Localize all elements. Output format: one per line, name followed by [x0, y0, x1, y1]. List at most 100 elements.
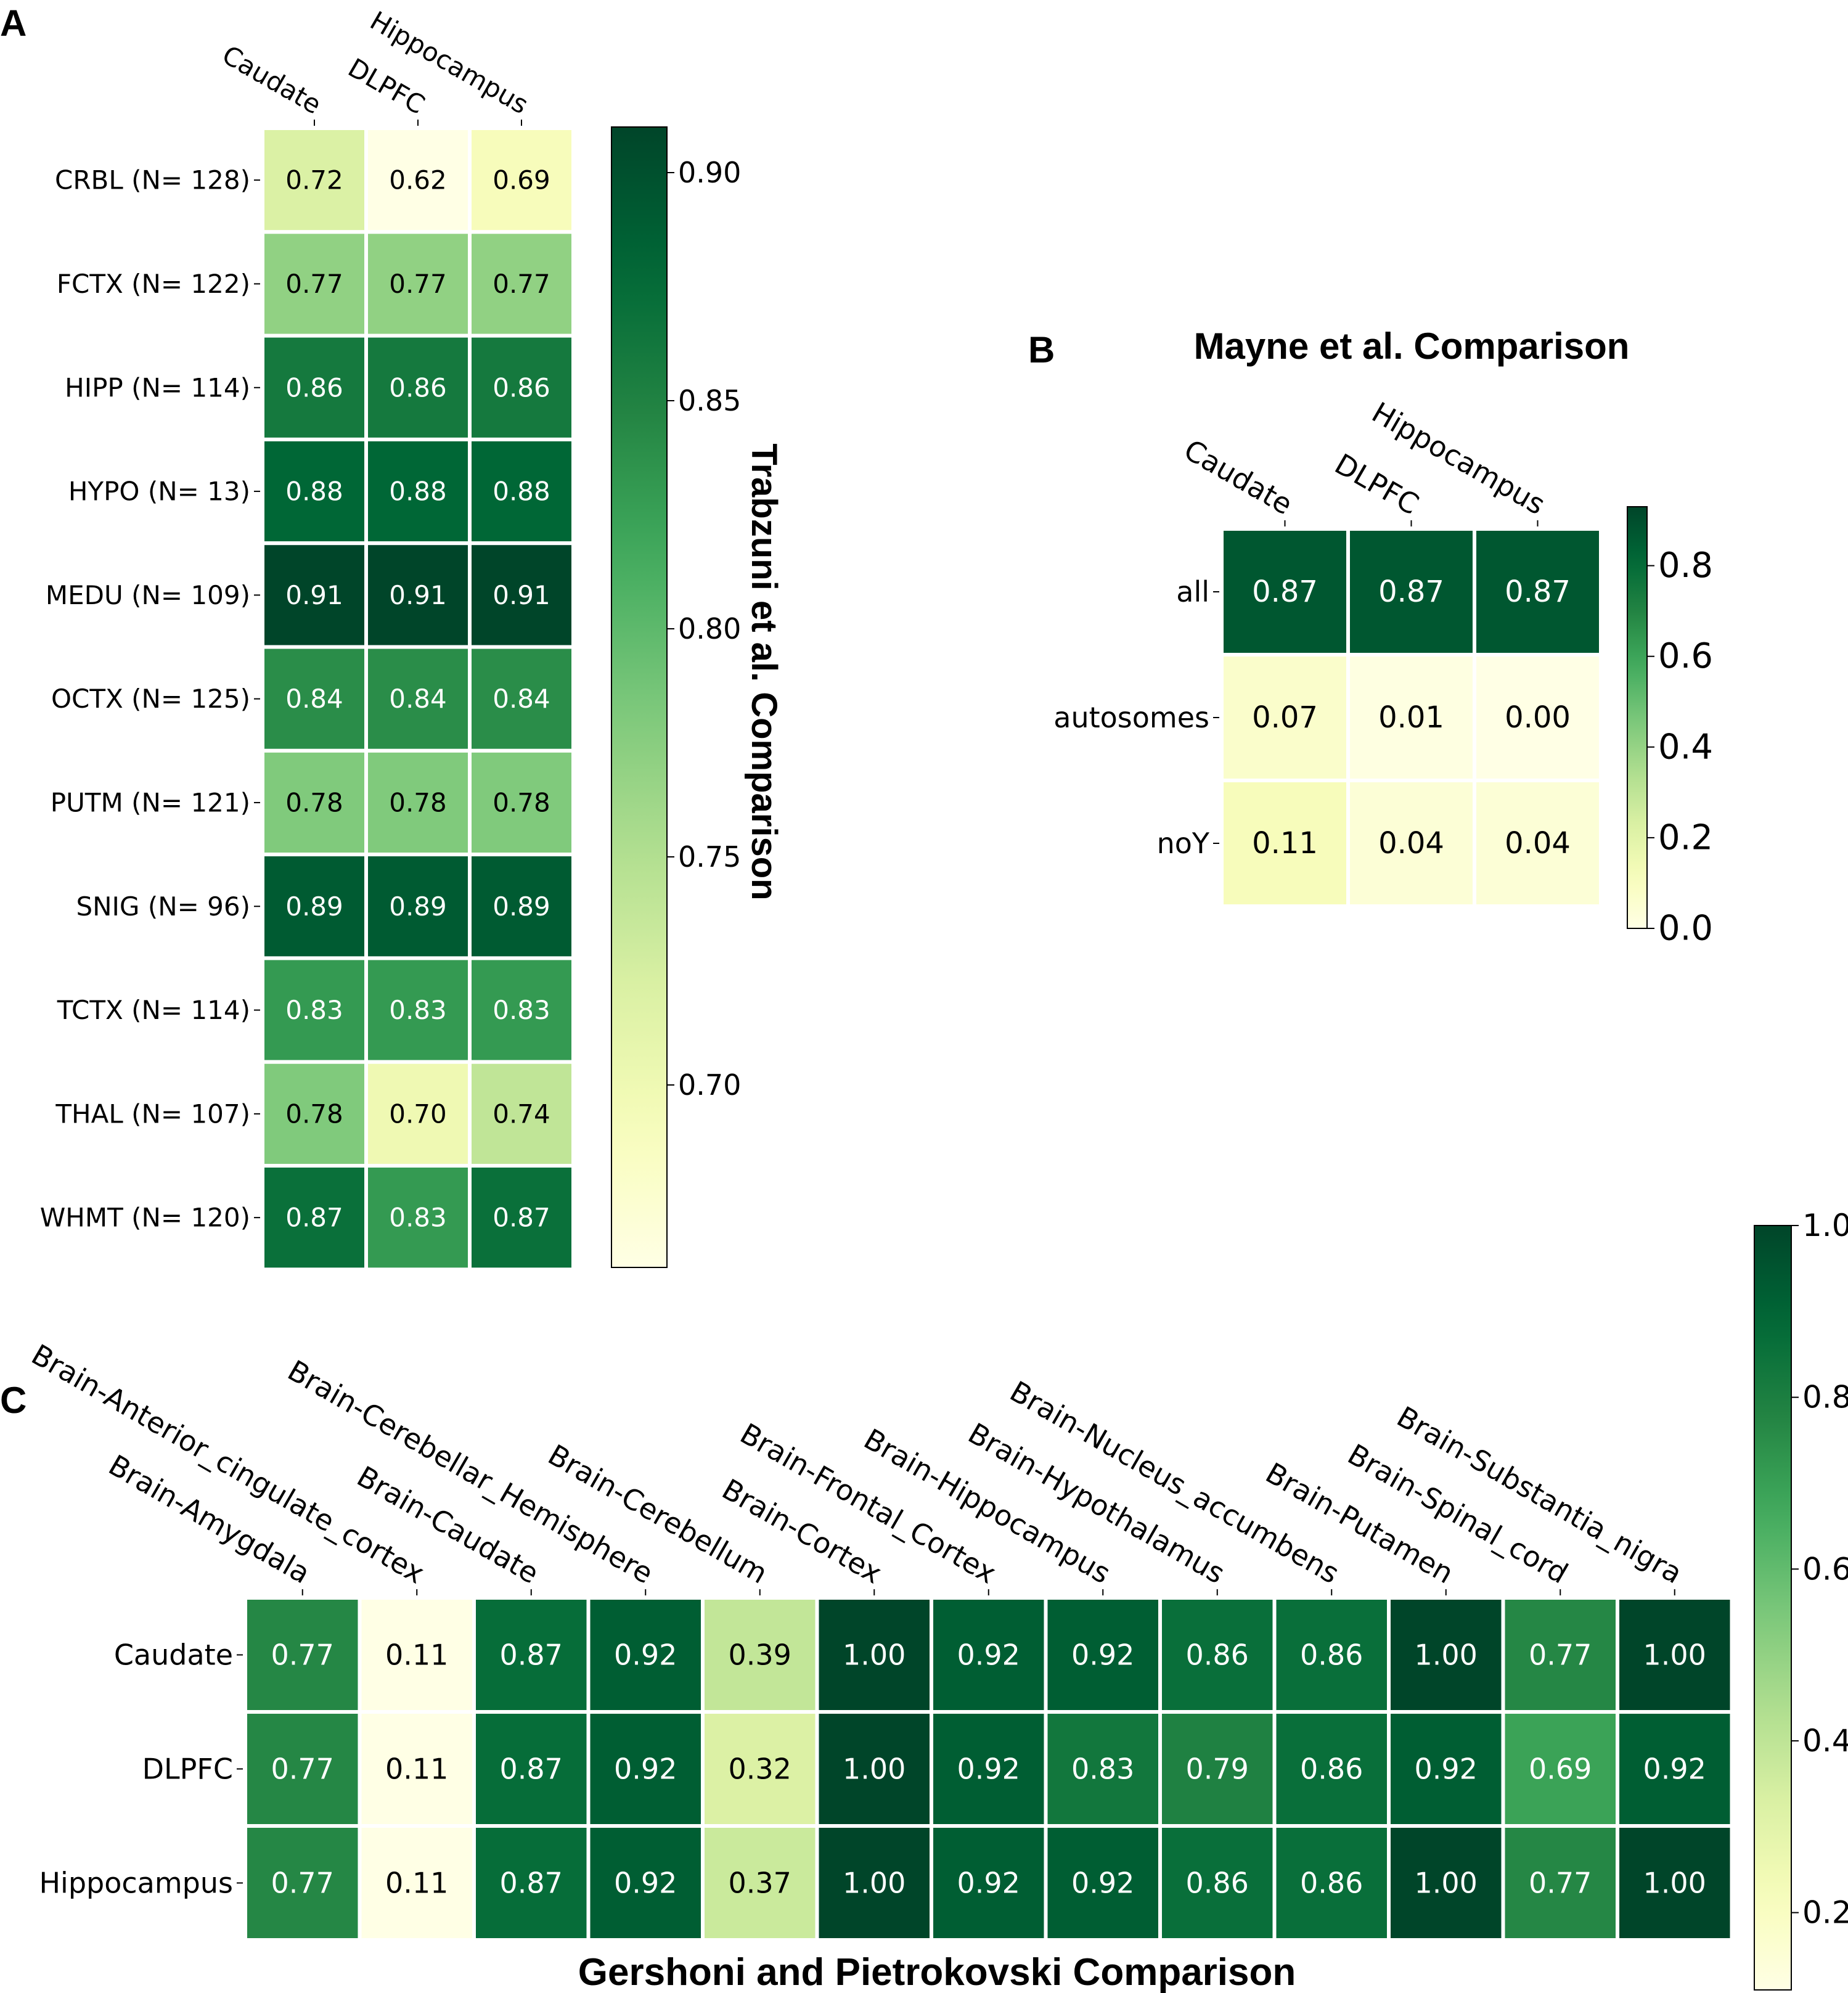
cell-a-r1-c2 [468, 230, 575, 338]
cell-label-c-r0-c2: 0.87 [500, 1639, 563, 1672]
panel-letter-a: A [0, 2, 27, 44]
cell-label-c-r2-c4: 0.37 [729, 1867, 791, 1900]
colorbar-a-tick-label-1: 0.75 [678, 840, 741, 874]
cell-label-a-r10-c0: 0.87 [285, 1203, 343, 1233]
col-label-a-0: Caudate [217, 39, 326, 120]
cell-label-c-r0-c6: 0.92 [957, 1639, 1020, 1672]
cell-label-c-r1-c1: 0.11 [385, 1753, 448, 1786]
row-label-b-2: noY [1157, 827, 1210, 860]
colorbar-c: 0.2 0.4 0.6 0.8 1.0 [1754, 1208, 1848, 1991]
cell-label-c-r0-c10: 1.00 [1415, 1639, 1478, 1672]
cell-b-r1-c1 [1346, 653, 1476, 782]
cell-label-c-r1-c5: 1.00 [843, 1753, 906, 1786]
cell-c-r2-c5 [815, 1824, 933, 1942]
panel-c-xlabel: Gershoni and Pietrokovski Comparison [578, 1951, 1296, 1993]
cell-label-a-r5-c0: 0.84 [285, 684, 343, 714]
row-label-a-1: FCTX (N= 122) [57, 269, 250, 299]
cell-b-r1-c2 [1473, 653, 1603, 782]
cell-a-r6-c2 [468, 748, 575, 857]
cell-c-r0-c1 [358, 1596, 476, 1714]
cell-label-a-r5-c2: 0.84 [493, 684, 550, 714]
colorbar-c-bar [1754, 1225, 1792, 1991]
cell-label-a-r2-c1: 0.86 [389, 372, 447, 403]
row-label-a-2: HIPP (N= 114) [65, 372, 250, 403]
cell-label-a-r6-c0: 0.78 [285, 787, 343, 817]
colorbar-b-tick-label-0: 0.0 [1658, 909, 1713, 949]
colorbar-a: 0.70 0.75 0.80 0.85 0.90 [611, 126, 741, 1268]
cell-b-r0-c0 [1220, 527, 1350, 657]
cell-label-c-r1-c0: 0.77 [271, 1753, 334, 1786]
col-label-b-0: Caudate [1179, 433, 1298, 521]
cell-c-r0-c2 [472, 1596, 591, 1714]
cell-label-b-r0-c2: 0.87 [1505, 575, 1571, 609]
cell-label-c-r1-c4: 0.32 [729, 1753, 791, 1786]
cell-label-b-r0-c1: 0.87 [1378, 575, 1444, 609]
cell-label-a-r3-c2: 0.88 [493, 477, 550, 507]
cell-label-c-r0-c7: 0.92 [1071, 1639, 1134, 1672]
cell-a-r3-c2 [468, 437, 575, 546]
cell-a-r0-c0 [261, 126, 368, 234]
row-label-a-5: OCTX (N= 125) [51, 684, 250, 714]
cell-label-c-r1-c10: 0.92 [1415, 1753, 1478, 1786]
cell-c-r1-c1 [358, 1710, 476, 1828]
heatmap-b: 0.87 0.87 0.87 all 0.07 0.01 0.00 autosomes 0.11… [1053, 395, 1603, 908]
colorbar-b-tick-label-2: 0.4 [1658, 727, 1713, 767]
cell-label-c-r0-c5: 1.00 [843, 1639, 906, 1672]
cell-label-a-r10-c2: 0.87 [493, 1203, 550, 1233]
colorbar-b-tick-label-3: 0.6 [1658, 636, 1713, 676]
heatmap-a: 0.72 0.62 0.69 CRBL (N= 128) 0.77 0.77 0.77 FCT… [40, 6, 575, 1272]
cell-label-a-r3-c1: 0.88 [389, 477, 447, 507]
cell-label-b-r0-c0: 0.87 [1252, 575, 1318, 609]
col-label-b-1: DLPFC [1329, 447, 1425, 521]
cell-label-c-r2-c11: 0.77 [1529, 1867, 1592, 1900]
colorbar-a-tick-label-2: 0.80 [678, 612, 741, 645]
cell-label-c-r0-c9: 0.86 [1300, 1639, 1363, 1672]
cell-a-r9-c2 [468, 1060, 575, 1168]
cell-c-r1-c6 [930, 1710, 1048, 1828]
cell-a-r7-c1 [364, 853, 472, 960]
cell-c-r1-c12 [1616, 1710, 1734, 1828]
cell-a-r8-c0 [261, 956, 368, 1064]
row-label-c-2: Hippocampus [39, 1867, 233, 1900]
cell-label-c-r2-c0: 0.77 [271, 1867, 334, 1900]
colorbar-a-label: Trabzuni et al. Comparison [744, 443, 784, 900]
cell-c-r2-c8 [1158, 1824, 1277, 1942]
cell-label-c-r2-c3: 0.92 [614, 1867, 677, 1900]
cell-a-r8-c2 [468, 956, 575, 1064]
cell-c-r1-c0 [243, 1710, 362, 1828]
row-label-a-7: SNIG (N= 96) [76, 891, 250, 922]
row-label-b-1: autosomes [1053, 701, 1209, 734]
cell-c-r0-c5 [815, 1596, 933, 1714]
cell-label-a-r10-c1: 0.83 [389, 1203, 447, 1233]
cell-label-c-r2-c6: 0.92 [957, 1867, 1020, 1900]
row-label-a-6: PUTM (N= 121) [51, 787, 250, 817]
cell-label-a-r7-c1: 0.89 [389, 891, 447, 922]
cell-label-c-r0-c0: 0.77 [271, 1639, 334, 1672]
cell-label-c-r2-c1: 0.11 [385, 1867, 448, 1900]
cell-c-r0-c10 [1387, 1596, 1505, 1714]
cell-label-c-r2-c5: 1.00 [843, 1867, 906, 1900]
cell-c-r2-c12 [1616, 1824, 1734, 1942]
cell-label-c-r0-c1: 0.11 [385, 1639, 448, 1672]
cell-label-c-r1-c6: 0.92 [957, 1753, 1020, 1786]
cell-label-c-r1-c7: 0.83 [1071, 1753, 1134, 1786]
cell-label-a-r0-c0: 0.72 [285, 165, 343, 195]
panel-letter-c: C [0, 1380, 27, 1421]
colorbar-a-tick-label-0: 0.70 [678, 1068, 741, 1102]
cell-label-b-r2-c0: 0.11 [1252, 826, 1318, 861]
cell-label-a-r4-c1: 0.91 [389, 580, 447, 610]
cell-label-c-r0-c8: 0.86 [1186, 1639, 1249, 1672]
colorbar-b-tick-label-4: 0.8 [1658, 546, 1713, 586]
cell-label-b-r2-c1: 0.04 [1378, 826, 1444, 861]
cell-label-a-r0-c1: 0.62 [389, 165, 447, 195]
cell-a-r5-c0 [261, 645, 368, 753]
cell-c-r1-c5 [815, 1710, 933, 1828]
cell-label-a-r4-c0: 0.91 [285, 580, 343, 610]
cell-c-r2-c2 [472, 1824, 591, 1942]
cell-label-a-r6-c2: 0.78 [493, 787, 550, 817]
row-label-a-0: CRBL (N= 128) [55, 165, 250, 195]
cell-label-b-r2-c2: 0.04 [1505, 826, 1571, 861]
cell-c-r0-c4 [701, 1596, 819, 1714]
colorbar-c-tick-label-0: 0.2 [1802, 1895, 1848, 1931]
